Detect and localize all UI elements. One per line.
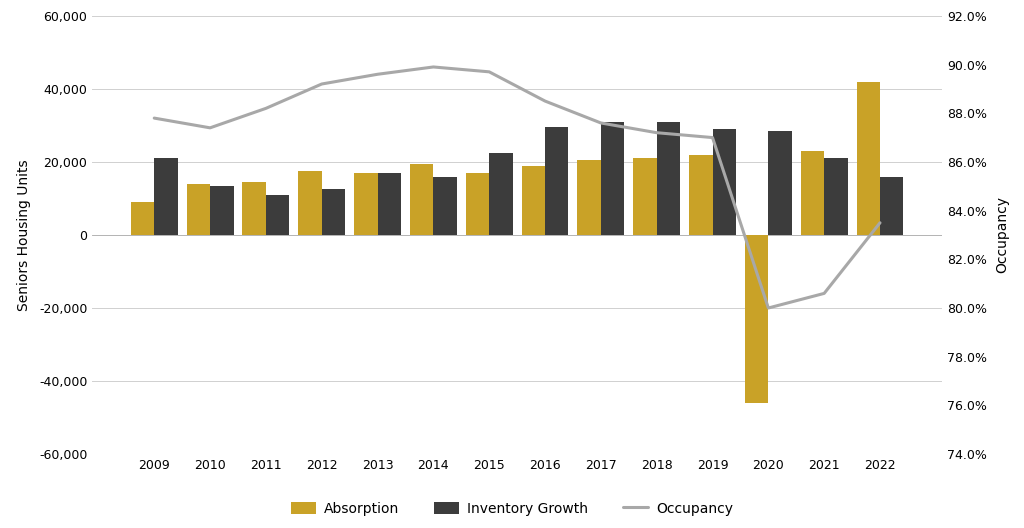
Occupancy [315,81,328,87]
Occupancy [483,69,496,75]
Occupancy [372,71,384,78]
Bar [768,131,792,235]
Bar [689,155,713,235]
Occupancy [260,105,272,111]
Bar [322,190,345,235]
Bar [801,151,824,235]
Occupancy [595,120,607,126]
Legend: Absorption, Inventory Growth, Occupancy: Absorption, Inventory Growth, Occupancy [285,496,739,521]
Line: Occupancy: Occupancy [155,67,880,308]
Bar [856,81,880,235]
Bar [656,122,680,235]
Bar [489,153,513,235]
Bar [155,158,178,235]
Bar [633,158,656,235]
Occupancy [204,125,216,131]
Bar [354,173,378,235]
Y-axis label: Occupancy: Occupancy [995,196,1010,274]
Bar [433,176,457,235]
Bar [824,158,848,235]
Occupancy [707,135,719,141]
Bar [131,202,155,235]
Bar [243,182,266,235]
Bar [186,184,210,235]
Bar [880,176,903,235]
Bar [410,164,433,235]
Occupancy [539,98,551,104]
Occupancy [427,64,439,70]
Bar [601,122,625,235]
Bar [521,166,545,235]
Occupancy [762,305,774,311]
Bar [545,127,568,235]
Bar [578,160,601,235]
Bar [744,235,768,403]
Bar [466,173,489,235]
Occupancy [818,290,830,297]
Occupancy [148,115,161,121]
Bar [378,173,401,235]
Occupancy [650,129,663,136]
Y-axis label: Seniors Housing Units: Seniors Housing Units [16,159,31,311]
Occupancy [873,220,886,226]
Bar [713,129,736,235]
Bar [210,186,233,235]
Bar [298,171,322,235]
Bar [266,195,290,235]
